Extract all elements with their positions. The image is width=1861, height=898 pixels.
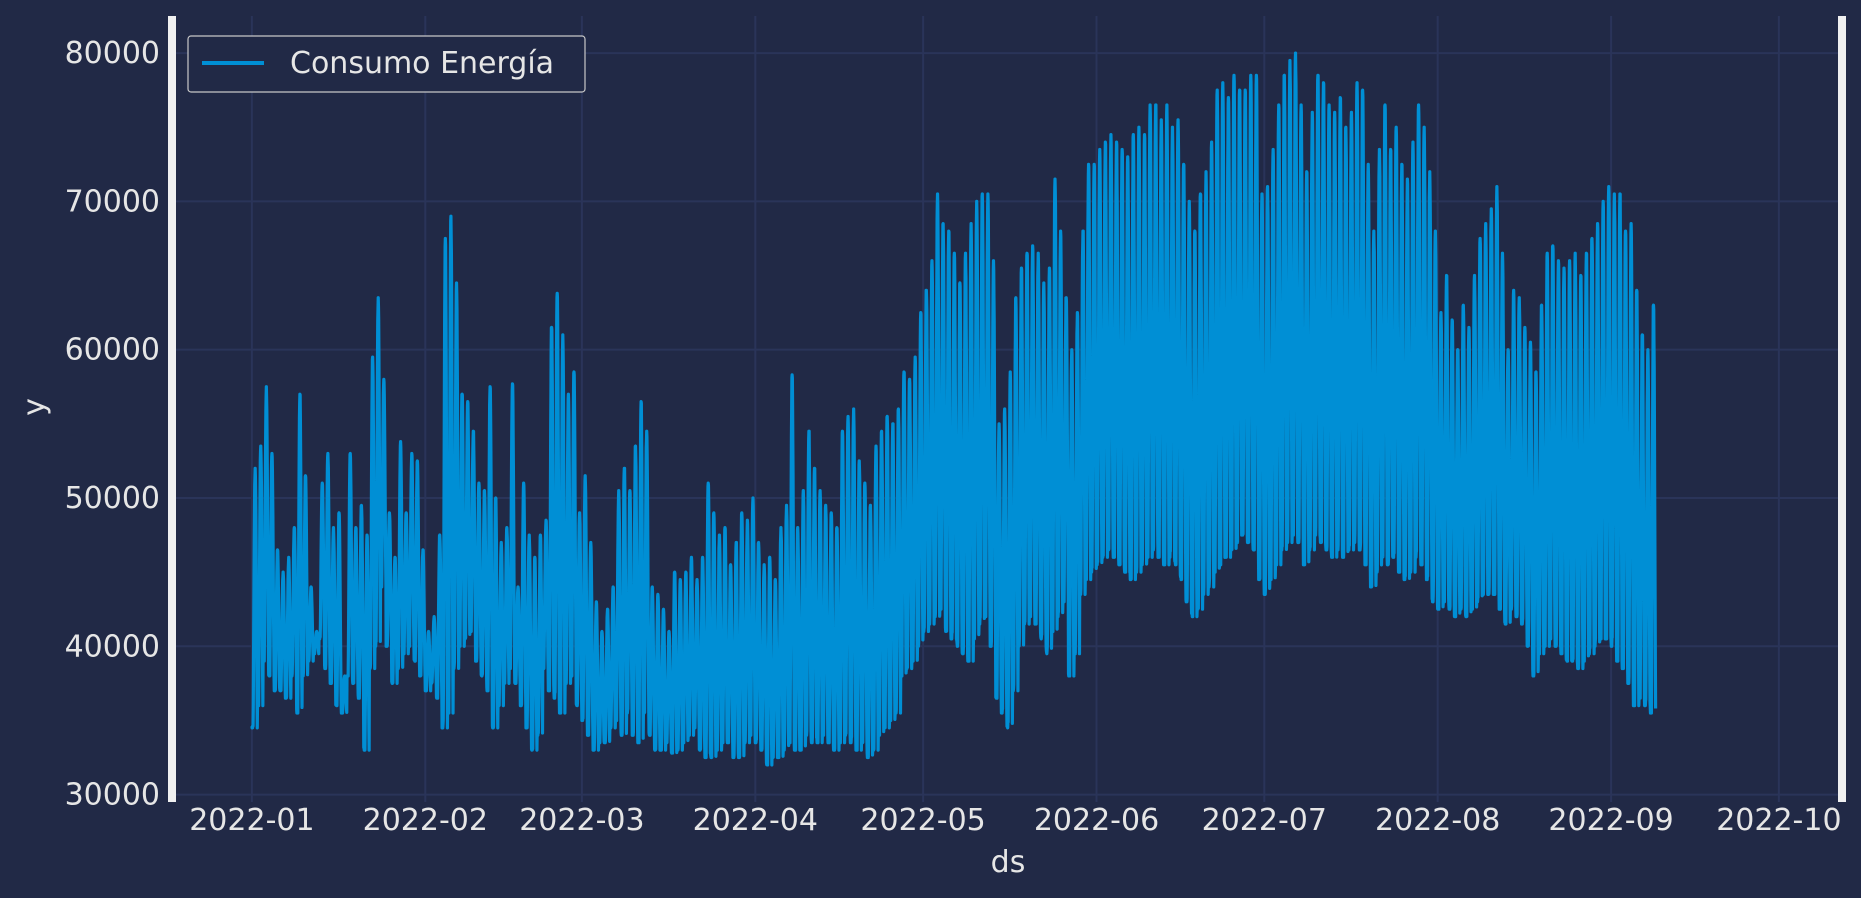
series-line-consumo-energia [250, 51, 1658, 767]
x-tick-label: 2022-10 [1716, 803, 1841, 838]
axes-left-spine [168, 16, 176, 802]
x-tick-label: 2022-08 [1375, 803, 1500, 838]
x-tick-label: 2022-02 [363, 803, 488, 838]
y-tick-label: 40000 [65, 629, 160, 664]
x-tick-label: 2022-03 [519, 803, 644, 838]
x-axis-label: ds [991, 845, 1026, 880]
legend: Consumo Energía [187, 35, 586, 93]
y-axis-ticks: 30000 40000 50000 60000 70000 80000 [65, 36, 160, 813]
legend-box [187, 35, 586, 93]
y-tick-label: 30000 [65, 778, 160, 813]
x-tick-label: 2022-06 [1034, 803, 1159, 838]
y-tick-label: 50000 [65, 481, 160, 516]
series-layer [250, 51, 1658, 767]
x-tick-label: 2022-07 [1202, 803, 1327, 838]
legend-entry-label: Consumo Energía [290, 46, 554, 81]
axes-right-spine [1838, 16, 1846, 802]
y-axis-label: y [17, 398, 52, 416]
x-tick-label: 2022-05 [860, 803, 985, 838]
x-tick-label: 2022-09 [1548, 803, 1673, 838]
x-tick-label: 2022-04 [693, 803, 818, 838]
y-tick-label: 60000 [65, 333, 160, 368]
axes-frame [168, 16, 1846, 802]
x-axis-ticks: 2022-01 2022-02 2022-03 2022-04 2022-05 2022-… [189, 803, 1841, 838]
y-tick-label: 70000 [65, 184, 160, 219]
y-tick-label: 80000 [65, 36, 160, 71]
x-tick-label: 2022-01 [189, 803, 314, 838]
